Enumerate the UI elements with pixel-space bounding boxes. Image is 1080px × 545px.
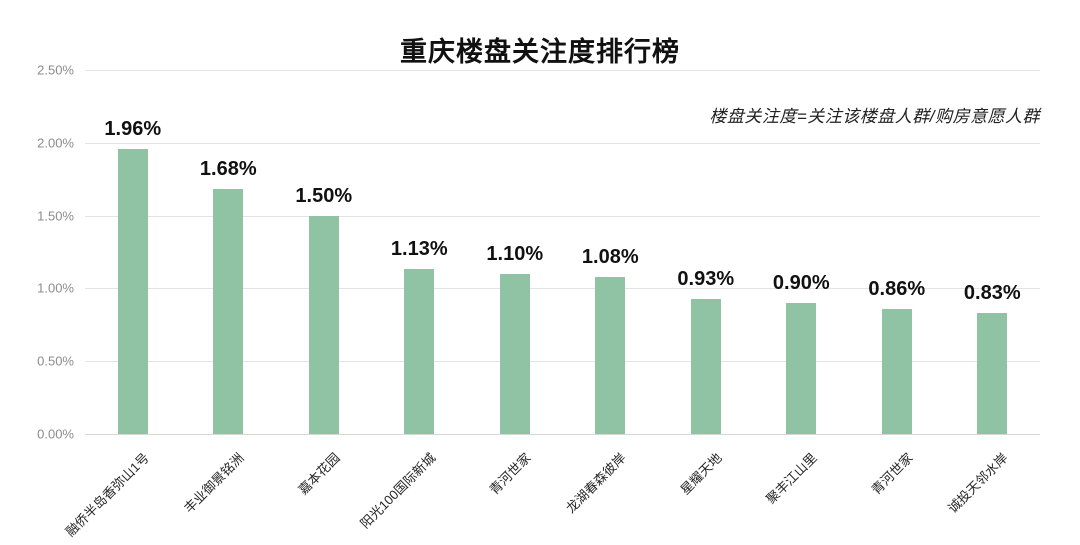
value-label: 1.08% [581, 245, 639, 268]
value-label: 0.90% [772, 271, 830, 294]
y-tick-label: 1.50% [37, 208, 74, 224]
bar [404, 269, 435, 434]
value-label: 0.83% [963, 282, 1021, 305]
value-label: 1.68% [199, 158, 257, 181]
bar [595, 276, 626, 434]
value-label: 0.86% [868, 277, 926, 300]
gridline [85, 434, 1040, 435]
gridline [85, 288, 1040, 290]
gridline [85, 361, 1040, 363]
bar [690, 298, 721, 434]
bar [977, 313, 1008, 434]
y-tick-label: 0.00% [37, 426, 74, 442]
bar [308, 215, 339, 434]
y-axis: 2.50% 2.00% 1.50% 1.00% 0.50% 0.00% [0, 63, 74, 442]
x-tick-label: 青河世家 [868, 450, 916, 498]
value-label: 1.96% [104, 117, 162, 140]
x-axis: 融侨半岛香弥山1号 丰业御景铭洲 嘉本花园 阳光100国际新城 青河世家 龙湖春森彼岸 星耀… [62, 434, 1040, 545]
x-tick-label: 丰业御景铭洲 [181, 450, 247, 516]
y-tick-label: 2.50% [37, 62, 74, 78]
value-label: 1.50% [295, 184, 353, 207]
bar [786, 302, 817, 434]
chart-title: 重庆楼盘关注度排行榜 [400, 37, 680, 67]
bar [881, 308, 912, 434]
gridline [85, 215, 1040, 217]
value-label: 1.13% [390, 238, 448, 261]
bar [213, 189, 244, 434]
x-tick-label: 诚投天邻水岸 [945, 450, 1011, 516]
plot-area: 1.96% 1.68% 1.50% 1.13% 1.10% 1.08% 0.93% 0.90%… [85, 70, 1040, 435]
x-tick-label: 龙湖春森彼岸 [563, 450, 629, 516]
x-tick-label: 阳光100国际新城 [356, 450, 438, 532]
bar [117, 148, 148, 434]
bar [499, 273, 530, 434]
value-label: 0.93% [677, 267, 735, 290]
gridline [85, 142, 1040, 144]
y-tick-label: 1.00% [37, 280, 74, 296]
value-label: 1.10% [486, 242, 544, 265]
x-tick-label: 嘉本花园 [295, 450, 343, 498]
y-tick-label: 2.00% [37, 135, 74, 151]
chart-annotation: 楼盘关注度=关注该楼盘人群/购房意愿人群 [709, 107, 1040, 126]
gridline [85, 70, 1040, 71]
x-tick-label: 聚丰江山里 [763, 450, 820, 507]
y-tick-label: 0.50% [37, 353, 74, 369]
x-tick-label: 青河世家 [486, 450, 534, 498]
x-tick-label: 星耀天地 [677, 450, 725, 498]
x-tick-label: 融侨半岛香弥山1号 [62, 450, 152, 540]
